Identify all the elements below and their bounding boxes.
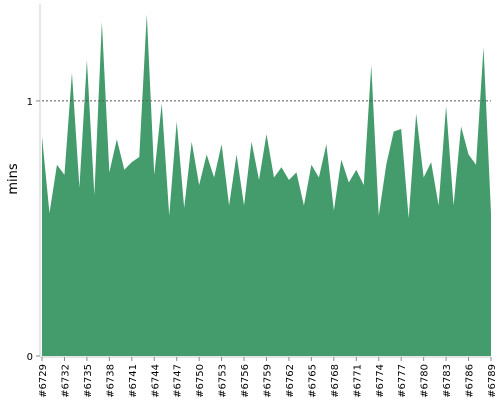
x-tick-label: #6747: [173, 364, 184, 398]
x-tick-label: #6732: [60, 364, 71, 398]
plot-area: [42, 14, 491, 356]
x-tick-label: #6741: [128, 364, 139, 398]
x-tick-label: #6762: [285, 364, 296, 398]
y-axis: 01: [27, 4, 41, 363]
x-tick-label: #6735: [83, 364, 94, 398]
x-tick-label: #6753: [218, 364, 229, 398]
x-tick-label: #6750: [195, 364, 206, 398]
x-tick-label: #6780: [420, 364, 431, 398]
x-tick-label: #6744: [150, 364, 161, 398]
x-tick-label: #6738: [105, 364, 116, 398]
x-tick-label: #6774: [375, 364, 386, 398]
x-tick-label: #6786: [465, 364, 476, 398]
x-tick-label: #6768: [330, 364, 341, 398]
x-tick-label: #6777: [397, 364, 408, 398]
y-axis-title: mins: [6, 163, 21, 195]
area-series-0: [42, 14, 491, 356]
x-axis: #6729 #6732 #6735 #6738 #6741 #6744 #6747 #6750…: [38, 356, 498, 398]
x-tick-label: #6756: [240, 364, 251, 398]
y-tick-label: 1: [27, 97, 33, 108]
y-tick-label: 0: [27, 352, 33, 363]
x-tick-label: #6729: [38, 364, 49, 398]
x-tick-label: #6783: [442, 364, 453, 398]
x-tick-label: #6759: [263, 364, 274, 398]
x-tick-label: #6771: [352, 364, 363, 398]
x-tick-label: #6789: [487, 364, 498, 398]
x-tick-label: #6765: [307, 364, 318, 398]
